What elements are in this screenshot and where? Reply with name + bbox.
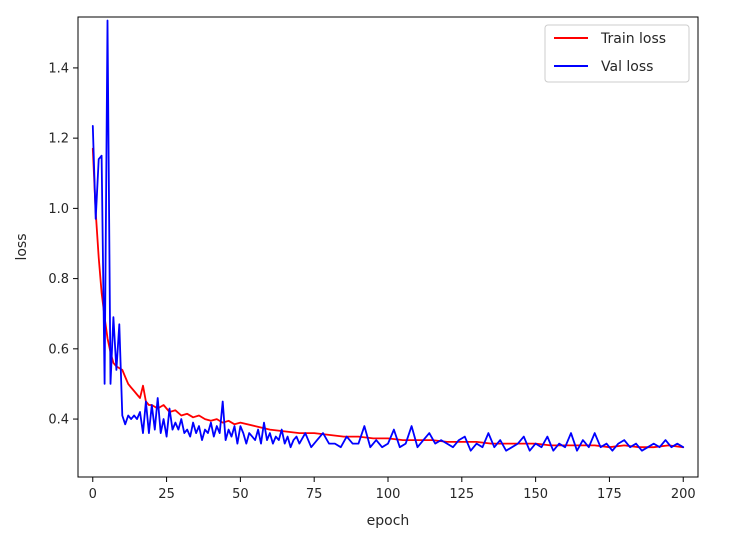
val-loss-line: [91, 19, 685, 452]
y-tick-label: 0.4: [48, 413, 69, 428]
x-tick-label: 175: [597, 487, 622, 502]
y-tick-label: 1.2: [48, 132, 69, 147]
legend: Train loss Val loss: [544, 24, 690, 83]
x-tick-label: 25: [158, 487, 175, 502]
plot-area-frame: [77, 16, 699, 478]
y-axis-ticks: 0.4 0.6 0.8 1.0 1.2 1.4: [48, 61, 78, 428]
y-tick-label: 0.8: [48, 272, 69, 287]
x-tick-label: 200: [671, 487, 696, 502]
legend-box: [544, 24, 690, 83]
series-layer: [91, 19, 685, 452]
y-tick-label: 1.0: [48, 202, 69, 217]
x-tick-label: 150: [523, 487, 548, 502]
x-axis-label: epoch: [367, 513, 410, 529]
y-tick-label: 0.6: [48, 342, 69, 357]
legend-label-val-loss: Val loss: [601, 59, 653, 75]
train-loss-line: [91, 147, 685, 449]
y-tick-label: 1.4: [48, 61, 69, 76]
y-axis-label: loss: [14, 233, 30, 260]
x-tick-label: 125: [449, 487, 474, 502]
x-tick-label: 0: [89, 487, 97, 502]
x-axis-ticks: 0 25 50 75 100 125 150 175 200: [89, 477, 696, 502]
x-tick-label: 50: [232, 487, 249, 502]
x-tick-label: 100: [376, 487, 401, 502]
legend-label-train-loss: Train loss: [600, 31, 666, 47]
x-tick-label: 75: [306, 487, 323, 502]
